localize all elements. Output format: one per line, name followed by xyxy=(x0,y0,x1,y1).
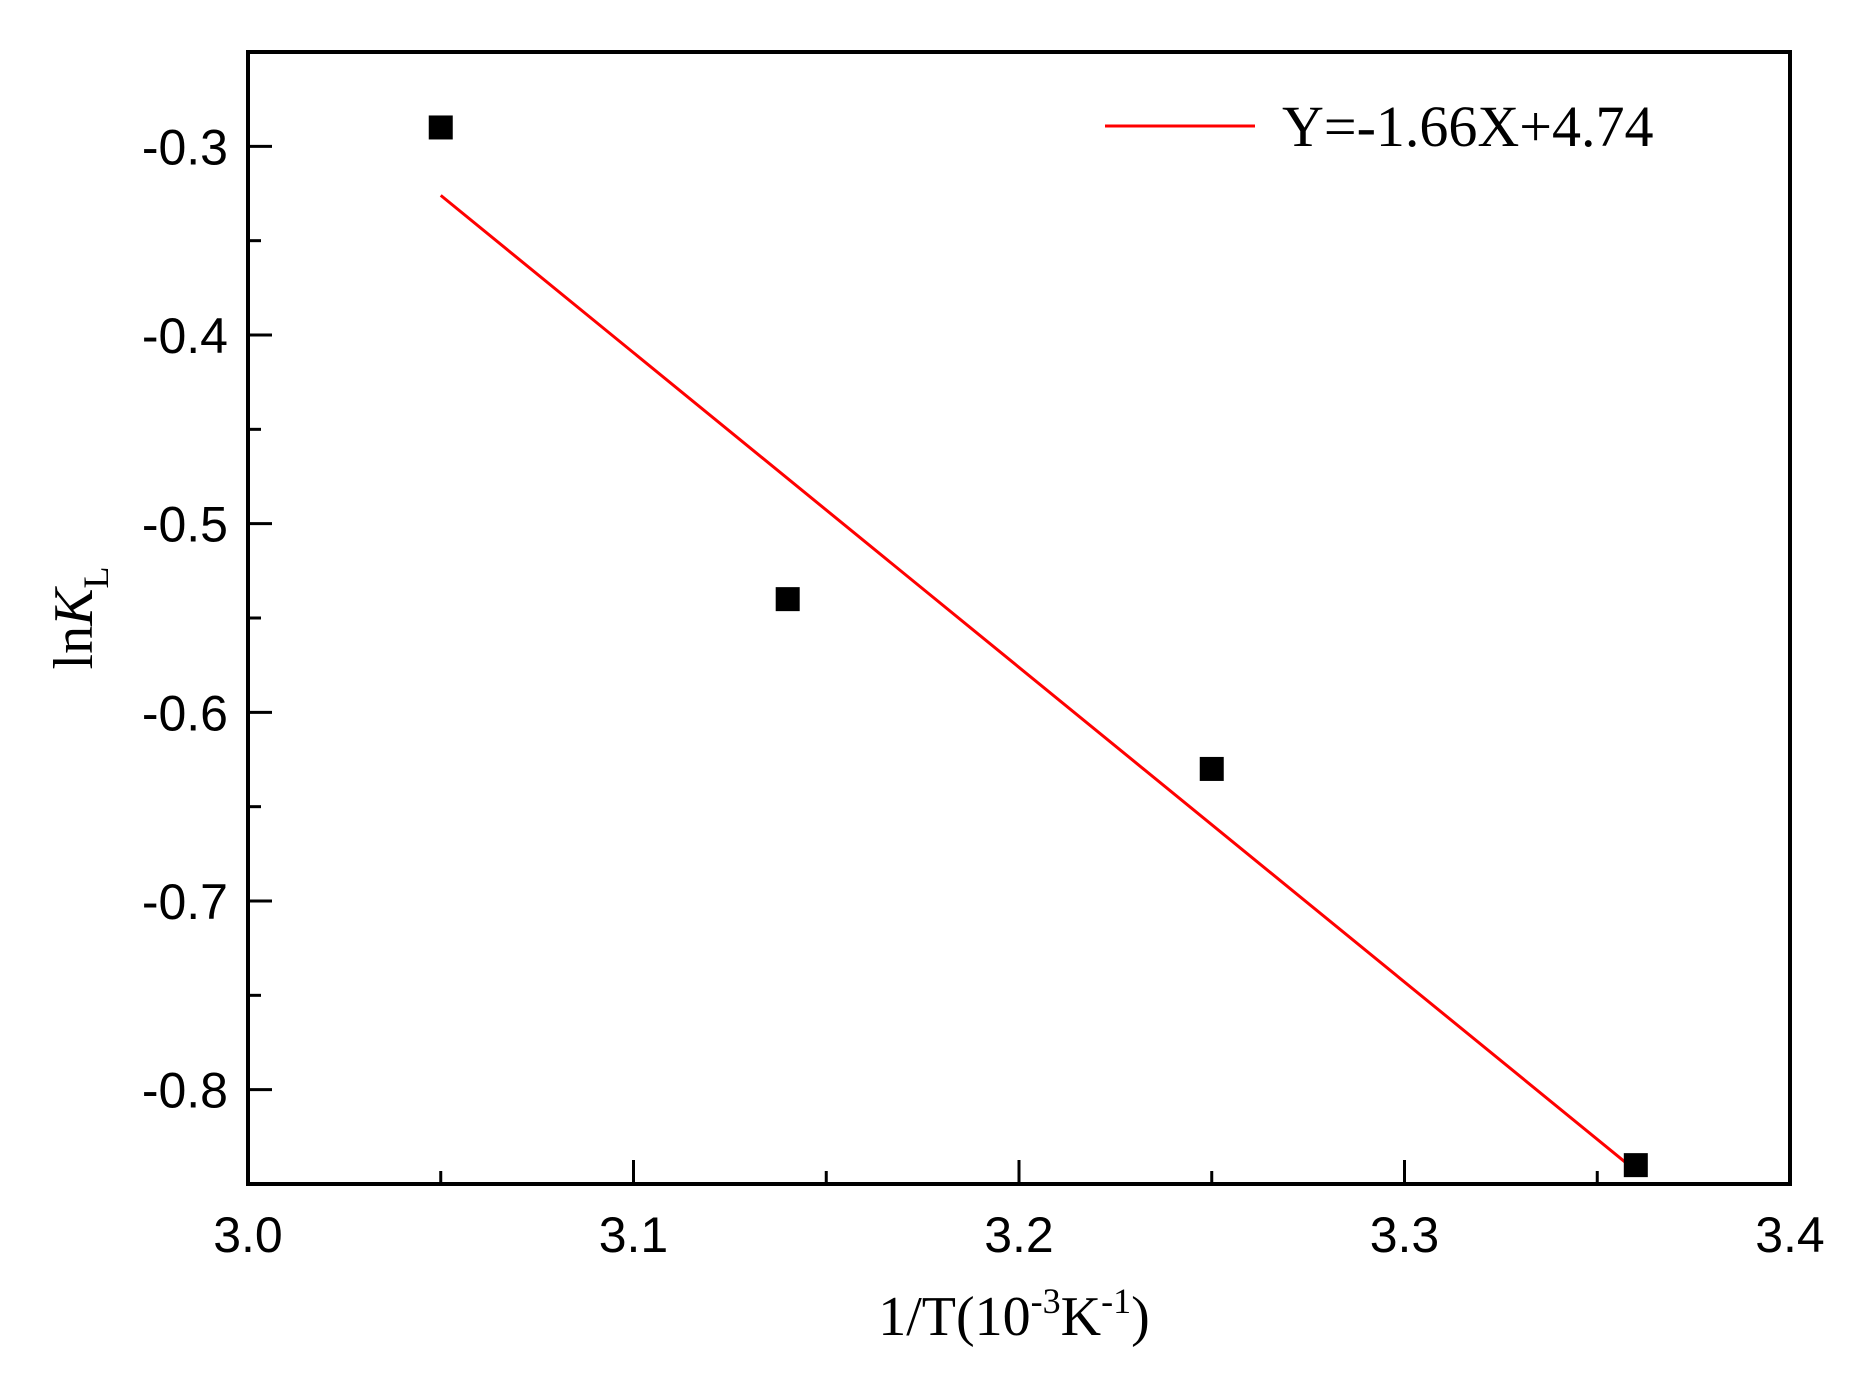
x-axis-title-mid: K xyxy=(1061,1286,1101,1348)
fit-line-group xyxy=(439,194,1637,1172)
y-tick-label: -0.7 xyxy=(142,874,228,930)
data-markers xyxy=(428,115,1648,1178)
data-point xyxy=(775,587,800,612)
x-tick-label: 3.3 xyxy=(1370,1207,1440,1263)
y-tick-label: -0.3 xyxy=(142,119,228,175)
y-axis-title: lnKL xyxy=(43,567,116,670)
axis-ticks xyxy=(246,144,1792,1184)
x-axis-title: 1/T(10-3K-1) xyxy=(878,1281,1150,1348)
x-axis-title-end: ) xyxy=(1131,1286,1150,1348)
data-point xyxy=(1199,756,1224,781)
y-axis-title-var: K xyxy=(43,586,105,627)
axis-tick-labels: 3.0 3.1 3.2 3.3 3.4 -0.3 -0.4 -0.5 -0.6 -0.7 -0.8 xyxy=(142,119,1825,1263)
y-tick-label: -0.5 xyxy=(142,497,228,553)
data-point xyxy=(428,115,453,140)
x-axis-title-sup1: -3 xyxy=(1031,1281,1061,1321)
y-tick-label: -0.8 xyxy=(142,1063,228,1119)
fit-line xyxy=(439,194,1637,1172)
x-axis-title-main: 1/T(10 xyxy=(878,1286,1030,1348)
y-tick-label: -0.6 xyxy=(142,685,228,741)
x-tick-label: 3.4 xyxy=(1755,1207,1825,1263)
y-axis-title-prefix: ln xyxy=(43,626,105,670)
legend: Y=-1.66X+4.74 xyxy=(1105,94,1654,159)
x-tick-label: 3.0 xyxy=(213,1207,283,1263)
legend-label: Y=-1.66X+4.74 xyxy=(1282,94,1654,159)
y-axis-title-sub: L xyxy=(76,567,116,589)
x-tick-label: 3.1 xyxy=(599,1207,669,1263)
x-axis-title-sup2: -1 xyxy=(1101,1281,1131,1321)
plot-area xyxy=(246,50,1792,1186)
y-tick-label: -0.4 xyxy=(142,308,228,364)
x-tick-label: 3.2 xyxy=(984,1207,1054,1263)
data-point xyxy=(1623,1153,1648,1178)
